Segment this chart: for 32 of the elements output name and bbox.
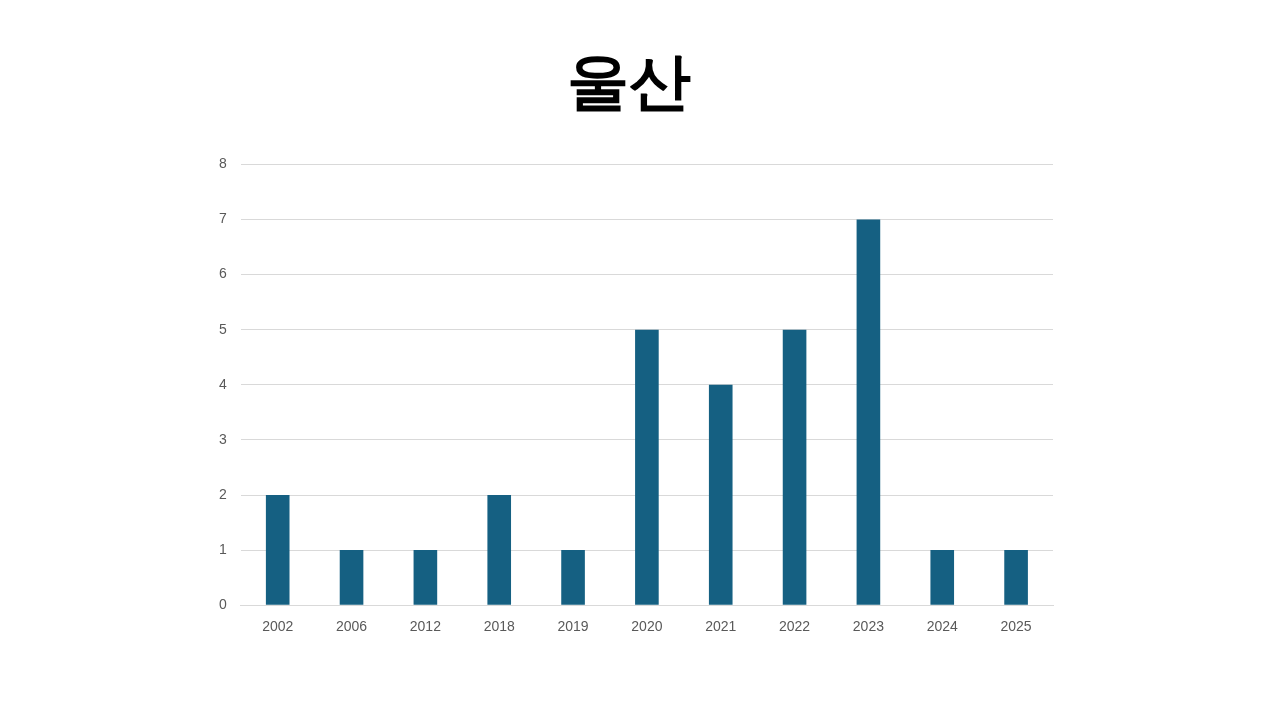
x-tick-label: 2024 bbox=[926, 618, 959, 635]
x-tick-label: 2018 bbox=[483, 618, 515, 635]
x-tick-label: 2019 bbox=[557, 618, 589, 635]
bar bbox=[782, 329, 807, 605]
y-tick-label: 2 bbox=[218, 485, 227, 502]
y-tick-label: 6 bbox=[218, 265, 227, 282]
x-tick-label: 2002 bbox=[262, 618, 294, 635]
y-tick-label: 8 bbox=[218, 155, 227, 172]
y-tick-label: 1 bbox=[218, 540, 227, 557]
y-tick-label: 5 bbox=[218, 320, 227, 337]
y-tick-label: 3 bbox=[218, 430, 227, 447]
x-tick-label: 2012 bbox=[409, 618, 442, 635]
bar bbox=[856, 219, 881, 605]
x-tick-label: 2025 bbox=[1000, 618, 1032, 635]
bar bbox=[930, 550, 955, 605]
bar bbox=[635, 329, 659, 605]
bar bbox=[561, 550, 585, 605]
bar bbox=[1004, 550, 1028, 605]
x-tick-label: 2021 bbox=[705, 618, 737, 635]
x-tick-label: 2020 bbox=[631, 618, 663, 635]
y-tick-label: 0 bbox=[218, 596, 227, 613]
y-tick-label: 4 bbox=[218, 375, 227, 392]
x-tick-label: 2006 bbox=[335, 618, 368, 635]
chart-title: 울산 bbox=[567, 45, 691, 119]
x-tick-label: 2023 bbox=[852, 618, 885, 635]
bar bbox=[708, 384, 733, 605]
bar bbox=[339, 550, 364, 605]
x-tick-label: 2022 bbox=[778, 618, 811, 635]
y-tick-label: 7 bbox=[218, 210, 227, 227]
bar bbox=[413, 550, 438, 605]
bar bbox=[487, 495, 512, 605]
bar bbox=[265, 495, 290, 605]
